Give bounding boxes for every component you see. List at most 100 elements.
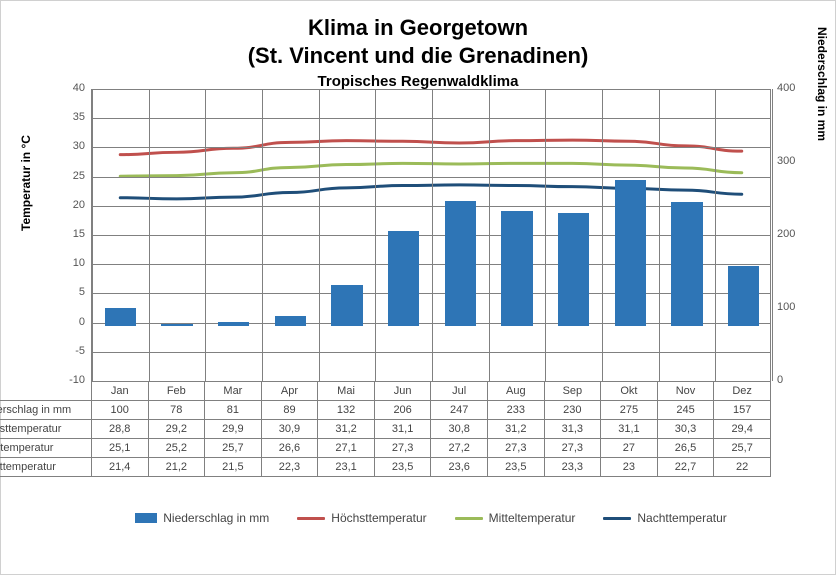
table-cell: 23,3	[544, 458, 601, 477]
y2-tick: 300	[777, 155, 807, 167]
row-header: Niederschlag in mm	[0, 401, 91, 420]
line-low	[120, 185, 742, 199]
month-header: Feb	[148, 382, 205, 401]
table-cell: 206	[374, 401, 431, 420]
gridline	[92, 118, 770, 119]
table-cell: 25,2	[148, 439, 205, 458]
table-cell: 30,8	[431, 420, 488, 439]
precip-bar	[218, 322, 249, 326]
line-swatch-icon	[455, 517, 483, 520]
gridline	[92, 323, 770, 324]
month-header: Aug	[487, 382, 544, 401]
month-header: Dez	[714, 382, 771, 401]
y1-axis-label: Temperatur in °C	[19, 135, 33, 231]
precip-bar	[331, 285, 362, 327]
table-cell: 100	[91, 401, 148, 420]
gridline	[92, 206, 770, 207]
x-gridline	[715, 89, 716, 381]
month-header: Jun	[374, 382, 431, 401]
x-gridline	[92, 89, 93, 381]
table-cell: 22,7	[657, 458, 714, 477]
y2-tick: 0	[777, 374, 807, 386]
table-cell: 22,3	[261, 458, 318, 477]
y1-tick: 40	[55, 82, 85, 94]
table-cell: 275	[601, 401, 658, 420]
table-cell: 29,4	[714, 420, 771, 439]
precip-bar	[275, 316, 306, 326]
y1-tick: 20	[55, 199, 85, 211]
precip-bar	[388, 231, 419, 327]
month-header: Sep	[544, 382, 601, 401]
legend-item-low: Nachttemperatur	[603, 511, 726, 525]
chart-container: Klima in Georgetown (St. Vincent und die…	[0, 0, 836, 575]
table-cell: 26,6	[261, 439, 318, 458]
table-cell: 31,3	[544, 420, 601, 439]
precip-bar	[558, 213, 589, 326]
table-cell: 23,1	[318, 458, 375, 477]
table-cell: 89	[261, 401, 318, 420]
table-cell: 29,2	[148, 420, 205, 439]
x-gridline	[432, 89, 433, 381]
gridline	[92, 293, 770, 294]
x-gridline	[262, 89, 263, 381]
precip-bar	[161, 324, 192, 326]
line-mean	[120, 163, 742, 176]
table-cell: 27,3	[374, 439, 431, 458]
legend-label-high: Höchsttemperatur	[331, 511, 426, 525]
chart-title-line2: (St. Vincent und die Grenadinen)	[21, 43, 815, 69]
table-cell: 21,2	[148, 458, 205, 477]
gridline	[92, 235, 770, 236]
x-gridline	[602, 89, 603, 381]
gridline	[92, 177, 770, 178]
legend-item-precip: Niederschlag in mm	[135, 511, 269, 525]
month-header: Jul	[431, 382, 488, 401]
x-gridline	[319, 89, 320, 381]
table-cell: 157	[714, 401, 771, 420]
y2-tick: 400	[777, 82, 807, 94]
table-cell: 245	[657, 401, 714, 420]
table-cell: 21,5	[205, 458, 262, 477]
table-cell: 27,3	[544, 439, 601, 458]
x-gridline	[205, 89, 206, 381]
table-cell: 23,6	[431, 458, 488, 477]
y2-axis-label: Niederschlag in mm	[815, 27, 829, 141]
table-cell: 31,1	[601, 420, 658, 439]
y1-tick: 25	[55, 170, 85, 182]
precip-bar	[728, 266, 759, 326]
y1-tick: 5	[55, 286, 85, 298]
line-swatch-icon	[297, 517, 325, 520]
table-cell: 27,1	[318, 439, 375, 458]
table-cell: 23,5	[374, 458, 431, 477]
table-cell: 26,5	[657, 439, 714, 458]
table-cell: 31,2	[487, 420, 544, 439]
table-cell: 23	[601, 458, 658, 477]
table-cell: 27,2	[431, 439, 488, 458]
month-header: Mai	[318, 382, 375, 401]
y1-tick: 10	[55, 257, 85, 269]
table-cell: 25,1	[91, 439, 148, 458]
table-cell: 23,5	[487, 458, 544, 477]
table-cell: 27,3	[487, 439, 544, 458]
x-gridline	[659, 89, 660, 381]
table-cell: 81	[205, 401, 262, 420]
gridline	[92, 352, 770, 353]
table-cell: 31,2	[318, 420, 375, 439]
table-cell: 132	[318, 401, 375, 420]
table-cell: 30,9	[261, 420, 318, 439]
precip-bar	[671, 202, 702, 326]
table-cell: 230	[544, 401, 601, 420]
y2-tick: 100	[777, 301, 807, 313]
table-cell: 247	[431, 401, 488, 420]
month-header: Jan	[91, 382, 148, 401]
gridline	[92, 264, 770, 265]
x-gridline	[375, 89, 376, 381]
table-cell: 29,9	[205, 420, 262, 439]
table-cell: 31,1	[374, 420, 431, 439]
gridline	[92, 89, 770, 90]
legend-label-mean: Mitteltemperatur	[489, 511, 576, 525]
gridline	[92, 147, 770, 148]
table-cell: 25,7	[205, 439, 262, 458]
table-cell: 25,7	[714, 439, 771, 458]
table-cell: 28,8	[91, 420, 148, 439]
y1-tick: -5	[55, 345, 85, 357]
